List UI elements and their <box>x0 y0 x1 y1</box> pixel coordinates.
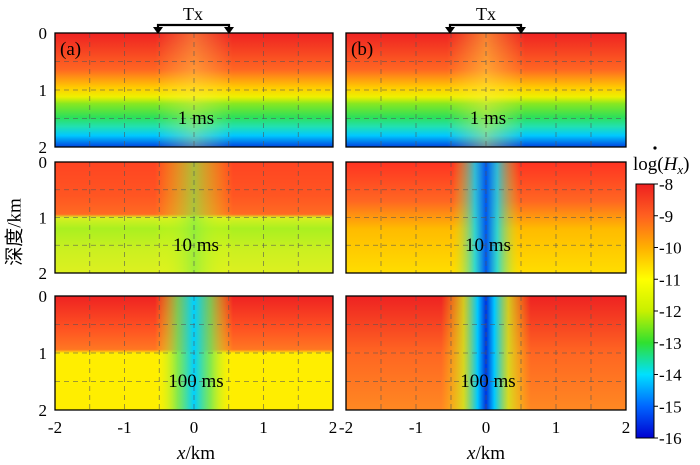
x-axis-unit-a: /km <box>185 443 215 464</box>
time-label: 100 ms <box>168 371 223 392</box>
y-tick-label: 0 <box>39 24 48 43</box>
panel-0-0: 1 ms (a) 0 1 2 <box>39 24 334 157</box>
x-tick-label: -1 <box>409 418 423 437</box>
y-tick-label: 1 <box>39 344 48 363</box>
y-tick-label: 2 <box>39 138 48 157</box>
colorbar-title-prefix: log( <box>633 154 664 175</box>
colorbar-title: log(Hx) <box>633 154 689 177</box>
colorbar-tick-label: -8 <box>659 175 673 194</box>
colorbar-tick-label: -15 <box>659 397 682 416</box>
tx-arrowhead-left-b <box>445 27 455 34</box>
panel-frame <box>345 161 627 274</box>
colorbar-title-suffix: ) <box>683 154 689 175</box>
time-label: 1 ms <box>470 108 506 129</box>
colorbar-dot-icon <box>653 146 657 150</box>
x-tick-label: 1 <box>259 418 268 437</box>
tx-label-b: Tx <box>476 4 496 24</box>
panel-1-1: 10 ms <box>345 161 627 274</box>
tx-arrowhead-right-b <box>516 27 526 34</box>
panel-2-1: 100 ms -2 -1 0 1 2 <box>339 295 631 437</box>
panel-frame <box>54 295 334 411</box>
y-tick-label: 0 <box>39 153 48 172</box>
panel-label: (a) <box>60 39 81 60</box>
panel-frame <box>54 161 334 274</box>
x-tick-label: -1 <box>117 418 131 437</box>
x-axis-var-b: x <box>466 443 476 464</box>
colorbar-tick-label: -11 <box>659 270 681 289</box>
tx-label-a: Tx <box>183 4 203 24</box>
x-tick-label: 2 <box>622 418 631 437</box>
x-axis-var-a: x <box>176 443 186 464</box>
x-axis-unit-b: /km <box>475 443 505 464</box>
x-tick-label: 0 <box>482 418 491 437</box>
colorbar-tick-label: -12 <box>659 302 682 321</box>
panel-frame <box>54 32 334 148</box>
x-tick-label: 2 <box>329 418 338 437</box>
time-label: 1 ms <box>178 108 214 129</box>
colorbar-tick-label: -16 <box>659 429 682 448</box>
panel-frame <box>345 295 627 411</box>
colorbar-tick-label: -13 <box>659 334 682 353</box>
y-tick-label: 2 <box>39 264 48 283</box>
y-tick-label: 2 <box>39 401 48 420</box>
x-tick-label: -2 <box>339 418 353 437</box>
tx-arrowhead-left-a <box>153 27 163 34</box>
y-axis-title-group: 深度/km <box>3 198 25 266</box>
colorbar-tick-label: -10 <box>659 239 682 258</box>
panel-0-1: 1 ms (b) <box>345 32 627 148</box>
panel-1-0: 10 ms 0 1 2 <box>39 153 334 283</box>
tx-marker-b: Tx <box>445 4 526 34</box>
x-axis-title-a: x/km <box>176 443 215 464</box>
colorbar-gradient <box>635 183 655 439</box>
x-tick-label: 0 <box>190 418 199 437</box>
y-tick-label: 0 <box>39 287 48 306</box>
time-label: 10 ms <box>173 235 219 256</box>
x-axis-title-b: x/km <box>466 443 505 464</box>
colorbar-tick-label: -14 <box>659 366 682 385</box>
colorbar: log(Hx) -8 -9 -10 -11 -12 -13 -14 -15 -16 <box>633 146 689 448</box>
colorbar-title-subscript: x <box>676 162 683 177</box>
time-label: 100 ms <box>460 371 515 392</box>
colorbar-ticks: -8 -9 -10 -11 -12 -13 -14 -15 -16 <box>654 175 682 448</box>
time-label: 10 ms <box>465 235 511 256</box>
x-tick-label: 1 <box>552 418 561 437</box>
panel-label: (b) <box>351 39 373 60</box>
y-tick-label: 1 <box>39 81 48 100</box>
tx-marker-a: Tx <box>153 4 234 34</box>
panel-frame <box>345 32 627 148</box>
x-tick-label: -2 <box>48 418 62 437</box>
colorbar-title-symbol: H <box>663 154 679 175</box>
tx-arrowhead-right-a <box>224 27 234 34</box>
y-tick-label: 1 <box>39 209 48 228</box>
y-axis-title: 深度/km <box>3 198 25 266</box>
colorbar-tick-label: -9 <box>659 207 673 226</box>
